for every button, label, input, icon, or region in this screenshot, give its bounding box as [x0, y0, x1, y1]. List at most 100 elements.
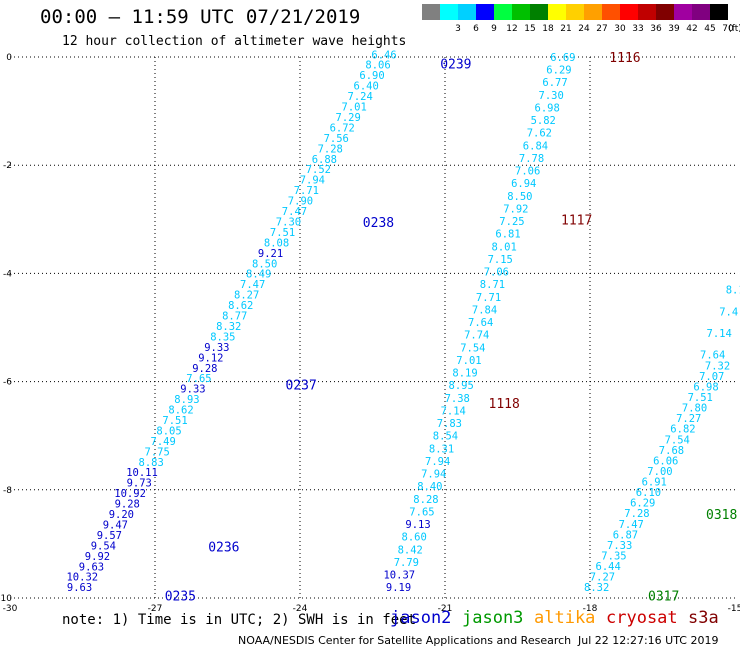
colorbar-label: 18	[542, 24, 554, 34]
colorbar-swatch	[692, 4, 710, 20]
swh-reading: 7.35	[601, 551, 626, 563]
lon-tick-label: -30	[3, 604, 18, 614]
colorbar-swatch	[440, 4, 458, 20]
swh-reading: 7.80	[682, 403, 707, 415]
colorbar-label: 15	[524, 24, 536, 34]
swh-reading: 9.54	[91, 540, 116, 552]
swh-reading: 8.32	[584, 582, 609, 594]
pass-number-label: 0317	[648, 589, 679, 604]
swh-reading: 9.21	[258, 248, 283, 260]
colorbar-label: 30	[614, 24, 626, 34]
swh-reading: 7.30	[539, 90, 564, 102]
swh-reading: 6.06	[653, 455, 678, 467]
lon-tick-label: -15	[728, 604, 740, 614]
colorbar-swatch	[710, 4, 728, 20]
swh-reading: 7.51	[162, 415, 187, 427]
swh-reading: 7.47	[282, 206, 307, 218]
swh-reading: 7.83	[437, 418, 462, 430]
swh-reading: 6.82	[670, 424, 695, 436]
swh-reading: 7.15	[488, 254, 513, 266]
swh-reading: 6.29	[630, 498, 655, 510]
swh-reading: 7.14	[707, 328, 732, 340]
swh-reading: 6.10	[636, 487, 661, 499]
swh-reading: 8.62	[168, 405, 193, 417]
colorbar-label: 45	[704, 24, 716, 34]
swh-reading: 7.14	[441, 406, 466, 418]
swh-reading: 7.94	[421, 469, 446, 481]
colorbar-label: 27	[596, 24, 608, 34]
swh-reading: 7.47	[240, 279, 265, 291]
swh-reading: 9.47	[103, 520, 128, 532]
swh-reading: 7.65	[186, 373, 211, 385]
swh-reading: 8.31	[429, 443, 454, 455]
swh-reading: 8.01	[492, 241, 517, 253]
credit-line: NOAA/NESDIS Center for Satellite Applica…	[238, 634, 572, 647]
lat-tick-label: -10	[0, 594, 12, 604]
pass-number-label: 0239	[440, 58, 471, 73]
satellite-legend-jason2: jason2	[390, 608, 452, 628]
swh-reading: 6.91	[642, 477, 667, 489]
swh-reading: 8.05	[156, 425, 181, 437]
swh-reading: 7.47	[619, 519, 644, 531]
swh-reading: 9.63	[67, 582, 92, 594]
swh-reading: 7.51	[688, 392, 713, 404]
swh-reading: 8.77	[222, 311, 247, 323]
swh-reading: 7.78	[519, 153, 544, 165]
pass-number-label: 0237	[286, 378, 317, 393]
swh-reading: 6.88	[312, 154, 337, 166]
swh-reading: 7.52	[306, 164, 331, 176]
swh-reading: 9.28	[192, 363, 217, 375]
swh-reading: 7.24	[348, 91, 373, 103]
swh-reading: 10.37	[383, 570, 415, 582]
swh-reading: 8.42	[398, 544, 423, 556]
swh-reading: 7.32	[705, 360, 730, 372]
swh-reading: 5.82	[531, 115, 556, 127]
swh-reading: 7.79	[394, 557, 419, 569]
colorbar-swatch	[602, 4, 620, 20]
swh-reading: 7.28	[318, 143, 343, 155]
swh-reading: 10.92	[114, 488, 146, 500]
swh-reading: 9.63	[79, 561, 104, 573]
swh-reading: 7.84	[472, 305, 497, 317]
swh-reading: 7.28	[624, 508, 649, 520]
swh-reading: 7.30	[276, 217, 301, 229]
colorbar-label: 39	[668, 24, 680, 34]
colorbar-swatch	[566, 4, 584, 20]
lat-tick-label: -4	[3, 269, 12, 279]
swh-reading: 9.92	[85, 551, 110, 563]
colorbar-label: 42	[686, 24, 698, 34]
lat-tick-label: -2	[3, 161, 12, 171]
swh-reading: 8.06	[365, 60, 390, 72]
swh-reading: 7.06	[515, 166, 540, 178]
colorbar-label: 3	[455, 24, 461, 34]
swh-reading: 6.98	[693, 382, 718, 394]
swh-reading: 9.12	[198, 352, 223, 364]
swh-reading: 7.62	[527, 128, 552, 140]
swh-reading: 8.60	[402, 532, 427, 544]
swh-reading: 7.74	[464, 330, 489, 342]
satellite-legend-altika: altika	[534, 608, 596, 628]
swh-reading: 9.73	[127, 478, 152, 490]
swh-reading: 8.50	[252, 258, 277, 270]
swh-reading: 7.56	[324, 133, 349, 145]
lat-tick-label: -8	[3, 486, 12, 496]
colorbar-swatch	[674, 4, 692, 20]
swh-reading: 7.06	[484, 267, 509, 279]
swh-reading: 8.83	[139, 457, 164, 469]
swh-reading: 8.19	[452, 368, 477, 380]
colorbar-swatch	[458, 4, 476, 20]
colorbar-swatch	[584, 4, 602, 20]
swh-reading: 7.33	[607, 540, 632, 552]
swh-reading: 7.49	[151, 436, 176, 448]
satellite-legend-s3a: s3a	[688, 608, 719, 628]
swh-reading: 7.01	[342, 102, 367, 114]
swh-reading: 7.71	[294, 185, 319, 197]
lat-tick-label: 0	[6, 53, 12, 63]
lon-tick-label: -24	[293, 604, 308, 614]
footer-note: note: 1) Time is in UTC; 2) SWH is in fe…	[62, 612, 417, 628]
colorbar-label: 6	[473, 24, 479, 34]
swh-reading: 7.07	[699, 371, 724, 383]
swh-reading: 7.4	[719, 306, 738, 318]
swh-reading: 7.54	[665, 434, 690, 446]
swh-reading: 9.33	[180, 384, 205, 396]
